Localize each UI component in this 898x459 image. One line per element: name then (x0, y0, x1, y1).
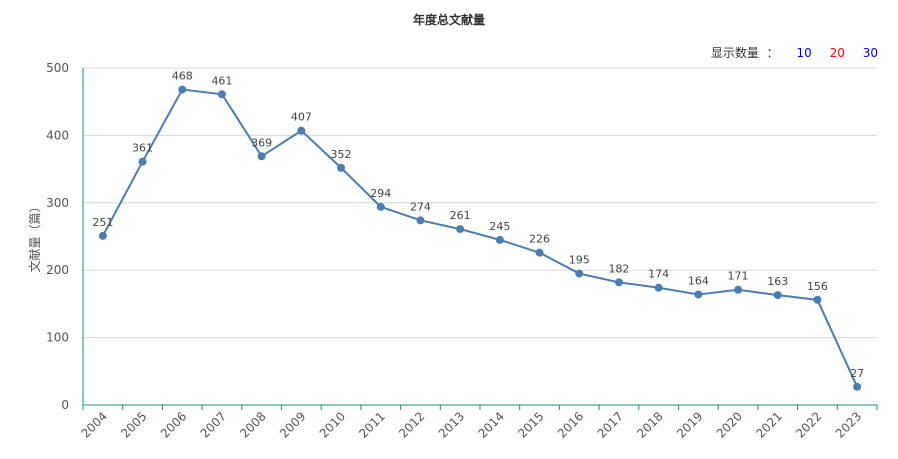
data-label: 163 (767, 275, 788, 288)
x-tick-label: 2006 (158, 409, 189, 440)
x-tick-label: 2012 (396, 409, 427, 440)
x-tick-label: 2009 (277, 409, 308, 440)
y-tick-label: 200 (46, 263, 69, 277)
data-label: 156 (807, 280, 828, 293)
data-point (614, 278, 623, 287)
data-label: 245 (489, 220, 510, 233)
data-label: 461 (211, 74, 232, 87)
data-point (297, 126, 306, 135)
y-tick-label: 100 (46, 331, 69, 345)
y-tick-label: 400 (46, 128, 69, 142)
x-tick-label: 2023 (833, 409, 864, 440)
data-label: 261 (450, 209, 471, 222)
data-point (495, 235, 504, 244)
data-label: 352 (331, 148, 352, 161)
data-point (257, 152, 266, 161)
data-label: 361 (132, 142, 153, 155)
data-point (376, 202, 385, 211)
display-count-separator: ： (766, 46, 779, 60)
data-point (535, 248, 544, 257)
data-label: 226 (529, 233, 550, 246)
data-point (337, 163, 346, 172)
data-point (98, 231, 107, 240)
x-tick-label: 2017 (595, 409, 626, 440)
x-tick-label: 2010 (317, 409, 348, 440)
data-point (694, 290, 703, 299)
x-tick-label: 2015 (515, 409, 546, 440)
data-label: 195 (569, 254, 590, 267)
y-tick-label: 300 (46, 196, 69, 210)
chart-title: 年度总文献量 (412, 13, 485, 27)
data-label: 182 (608, 262, 629, 275)
display-count-control: 显示数量 ： 10 20 30 (711, 44, 878, 61)
x-tick-label: 2008 (237, 409, 268, 440)
data-point (654, 283, 663, 292)
display-count-option-10[interactable]: 10 (796, 46, 812, 60)
data-label: 251 (92, 216, 113, 229)
x-tick-label: 2019 (674, 409, 705, 440)
x-tick-label: 2021 (753, 409, 784, 440)
x-tick-label: 2004 (78, 409, 109, 440)
data-label: 468 (172, 70, 193, 83)
x-tick-label: 2007 (198, 409, 229, 440)
data-point (217, 90, 226, 99)
x-tick-label: 2022 (793, 409, 824, 440)
series-line (101, 88, 859, 388)
x-tick-label: 2005 (118, 409, 149, 440)
data-point (138, 157, 147, 166)
data-point (575, 269, 584, 278)
data-point (734, 285, 743, 294)
data-label: 164 (688, 274, 709, 287)
data-point (773, 291, 782, 300)
x-tick-label: 2011 (356, 409, 387, 440)
data-point (178, 85, 187, 94)
display-count-option-30[interactable]: 30 (862, 46, 878, 60)
data-point (853, 382, 862, 391)
data-label: 274 (410, 200, 431, 213)
x-tick-label: 2014 (475, 409, 506, 440)
data-point (456, 225, 465, 234)
y-tick-label: 500 (46, 61, 69, 75)
x-tick-label: 2020 (714, 409, 745, 440)
y-axis-title: 文献量（篇） (27, 200, 42, 272)
data-point (416, 216, 425, 225)
data-label: 27 (850, 367, 864, 380)
x-tick-label: 2018 (634, 409, 665, 440)
x-tick-label: 2013 (436, 409, 467, 440)
data-label: 171 (728, 270, 749, 283)
display-count-option-20[interactable]: 20 (829, 46, 845, 60)
display-count-label: 显示数量 (710, 46, 759, 60)
data-label: 369 (251, 136, 272, 149)
data-point (813, 295, 822, 304)
data-label: 407 (291, 111, 312, 124)
y-tick-label: 0 (61, 398, 69, 412)
data-label: 174 (648, 268, 669, 281)
x-tick-label: 2016 (555, 409, 586, 440)
data-label: 294 (370, 187, 391, 200)
